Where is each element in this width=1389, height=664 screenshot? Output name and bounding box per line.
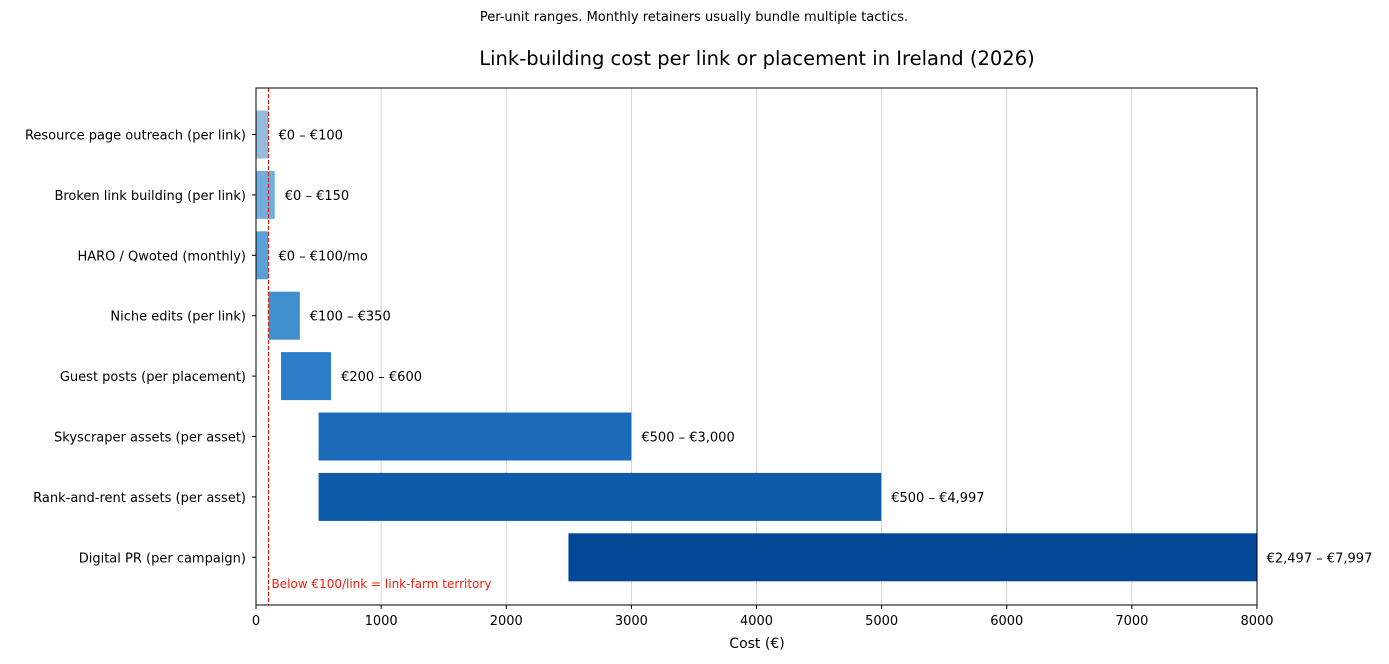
bar-value-label: €500 – €3,000 — [641, 431, 734, 446]
x-tick-label: 3000 — [615, 614, 648, 629]
y-tick-label: Skyscraper assets (per asset) — [54, 431, 246, 446]
bar-value-label: €2,497 – €7,997 — [1267, 551, 1373, 566]
x-axis: 0 1000 2000 3000 4000 5000 6000 7000 8000 — [252, 605, 1274, 629]
x-tick-label: 5000 — [865, 614, 898, 629]
value-labels: €0 – €100 €0 – €150 €0 – €100/mo €100 – €35… — [279, 129, 1373, 567]
bar-value-label: €100 – €350 — [310, 310, 391, 325]
reference-line-group: Below €100/link = link-farm territory — [267, 88, 492, 605]
gridlines — [380, 88, 1133, 605]
x-tick-label: 4000 — [740, 614, 773, 629]
x-tick-label: 6000 — [990, 614, 1023, 629]
y-axis: Resource page outreach (per link) Broken … — [25, 129, 256, 566]
x-tick-label: 8000 — [1240, 614, 1273, 629]
chart-title: Link-building cost per link or placement… — [479, 47, 1034, 70]
bar — [318, 412, 632, 461]
bar — [568, 533, 1257, 582]
bar-value-label: €500 – €4,997 — [891, 491, 984, 506]
x-tick-label: 2000 — [490, 614, 523, 629]
bars — [256, 110, 1257, 582]
bar — [281, 352, 332, 401]
bar-value-label: €0 – €100 — [279, 129, 343, 144]
bar-value-label: €0 – €100/mo — [279, 249, 368, 264]
bar — [256, 231, 269, 280]
chart-subtitle: Per-unit ranges. Monthly retainers usual… — [480, 10, 908, 25]
x-tick-label: 1000 — [365, 614, 398, 629]
y-tick-label: Digital PR (per campaign) — [79, 551, 246, 566]
bar — [268, 291, 300, 340]
y-tick-label: Resource page outreach (per link) — [25, 129, 246, 144]
x-tick-label: 7000 — [1115, 614, 1148, 629]
y-tick-label: Rank-and-rent assets (per asset) — [33, 491, 246, 506]
bar — [256, 170, 275, 219]
bar — [256, 110, 269, 159]
y-tick-label: Niche edits (per link) — [110, 310, 246, 325]
bar-value-label: €200 – €600 — [341, 370, 422, 385]
y-tick-label: HARO / Qwoted (monthly) — [77, 249, 246, 264]
x-tick-label: 0 — [252, 614, 260, 629]
bar-value-label: €0 – €150 — [285, 189, 349, 204]
reference-line-label: Below €100/link = link-farm territory — [272, 577, 492, 591]
x-axis-label: Cost (€) — [729, 636, 784, 652]
y-tick-label: Guest posts (per placement) — [60, 370, 246, 385]
bar — [318, 472, 882, 521]
y-tick-label: Broken link building (per link) — [54, 189, 246, 204]
